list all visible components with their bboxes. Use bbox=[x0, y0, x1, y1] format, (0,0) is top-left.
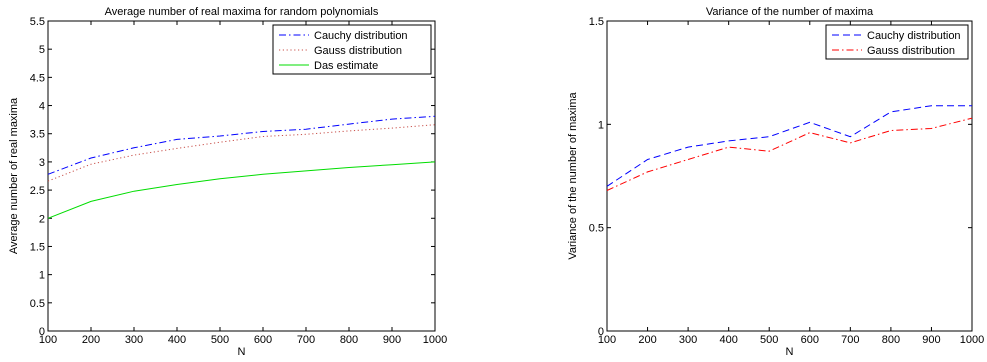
x-tick-label: 1000 bbox=[423, 334, 447, 346]
x-tick-label: 700 bbox=[297, 334, 315, 346]
chart-title: Variance of the number of maxima bbox=[706, 6, 874, 18]
legend-label-1: Cauchy distribution bbox=[867, 30, 961, 42]
x-tick-label: 900 bbox=[383, 334, 401, 346]
y-tick-label: 0.5 bbox=[30, 298, 45, 310]
x-tick-label: 100 bbox=[598, 334, 616, 346]
y-tick-label: 2.5 bbox=[30, 185, 45, 197]
y-tick-label: 0 bbox=[598, 326, 604, 338]
series-line-2 bbox=[606, 117, 973, 191]
series-line-3 bbox=[47, 161, 436, 219]
x-tick-label: 1000 bbox=[960, 334, 984, 346]
y-tick-label: 1.5 bbox=[589, 16, 604, 28]
x-tick-label: 200 bbox=[82, 334, 100, 346]
y-tick-label: 0 bbox=[39, 326, 45, 338]
legend-box bbox=[272, 24, 432, 75]
y-tick-label: 5 bbox=[39, 44, 45, 56]
y-axis-label: Average number of real maxima bbox=[8, 97, 20, 254]
x-tick-label: 900 bbox=[922, 334, 940, 346]
x-tick-label: 800 bbox=[882, 334, 900, 346]
x-tick-label: 800 bbox=[340, 334, 358, 346]
y-tick-label: 2 bbox=[39, 213, 45, 225]
plot-frame bbox=[47, 20, 436, 332]
x-tick-label: 200 bbox=[638, 334, 656, 346]
x-tick-label: 300 bbox=[125, 334, 143, 346]
chart-title: Average number of real maxima for random… bbox=[105, 6, 379, 18]
x-tick-label: 600 bbox=[254, 334, 272, 346]
y-tick-label: 5.5 bbox=[30, 16, 45, 28]
x-tick-label: 100 bbox=[39, 334, 57, 346]
plot-frame bbox=[606, 20, 973, 332]
legend-label-1: Cauchy distribution bbox=[314, 30, 408, 42]
y-tick-label: 3.5 bbox=[30, 129, 45, 141]
legend-box bbox=[825, 24, 969, 60]
x-axis-label: N bbox=[786, 346, 794, 358]
y-tick-label: 4 bbox=[39, 101, 45, 113]
x-tick-label: 600 bbox=[801, 334, 819, 346]
x-tick-label: 400 bbox=[168, 334, 186, 346]
x-tick-label: 300 bbox=[679, 334, 697, 346]
x-axis-label: N bbox=[238, 346, 246, 358]
y-tick-label: 0.5 bbox=[589, 223, 604, 235]
legend-label-2: Gauss distribution bbox=[314, 45, 402, 57]
x-tick-label: 400 bbox=[719, 334, 737, 346]
legend: Cauchy distribution Gauss distribution Das… bbox=[272, 24, 432, 75]
y-axis-label: Variance of the number of maxima bbox=[567, 91, 579, 259]
x-tick-label: 500 bbox=[211, 334, 229, 346]
chart-panel-2: Variance of the number of maxima 100 200 30… bbox=[567, 6, 984, 358]
y-tick-label: 1 bbox=[598, 119, 604, 131]
series-line-1 bbox=[47, 115, 436, 175]
y-tick-label: 1 bbox=[39, 270, 45, 282]
series-line-2 bbox=[47, 124, 436, 182]
y-tick-label: 4.5 bbox=[30, 72, 45, 84]
legend-label-2: Gauss distribution bbox=[867, 45, 955, 57]
x-tick-label: 500 bbox=[760, 334, 778, 346]
series-line-1 bbox=[606, 105, 972, 187]
x-tick-label: 700 bbox=[841, 334, 859, 346]
legend-label-3: Das estimate bbox=[314, 60, 378, 72]
y-tick-label: 1.5 bbox=[30, 241, 45, 253]
y-tick-label: 3 bbox=[39, 157, 45, 169]
chart-panel-1: Average number of real maxima for random… bbox=[8, 6, 447, 358]
legend: Cauchy distribution Gauss distribution bbox=[825, 24, 969, 60]
